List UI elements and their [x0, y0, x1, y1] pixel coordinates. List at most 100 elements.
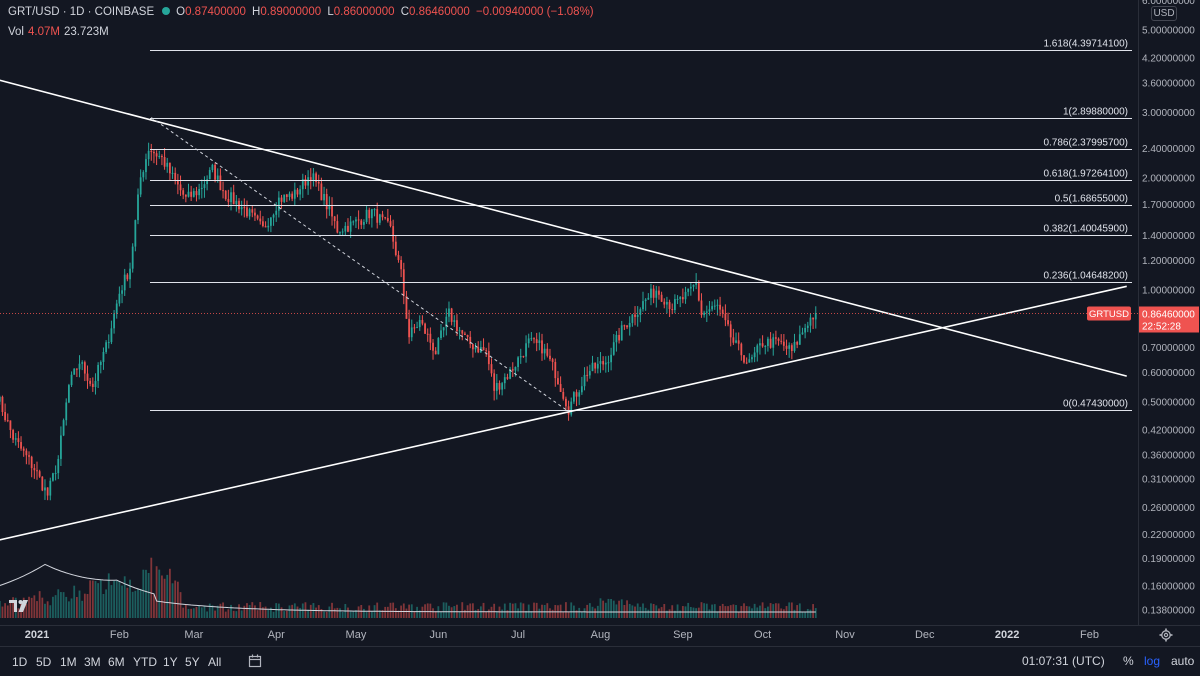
currency-select[interactable]: USD [1151, 6, 1177, 21]
candle-body [756, 345, 759, 353]
candle-body [464, 333, 466, 335]
range-5d-button[interactable]: 5D [36, 655, 52, 669]
trendline-ascending[interactable] [0, 285, 1127, 541]
candle-body [200, 187, 203, 190]
y-tick-label: 1.20000000 [1142, 256, 1195, 267]
volume-bar [131, 591, 134, 618]
candle-body [349, 221, 352, 232]
candle-body [721, 309, 724, 314]
volume-bar [259, 602, 262, 618]
range-all-button[interactable]: All [208, 655, 222, 669]
volume-bar [713, 604, 716, 618]
volume-bar [535, 602, 538, 618]
price-tag-symbol: GRTUSD [1089, 309, 1129, 320]
volume-bar [269, 607, 272, 618]
candle-body [724, 313, 727, 321]
candle-body [28, 455, 30, 457]
candle-body [525, 343, 527, 357]
candle-body [339, 232, 341, 234]
candle-body [400, 260, 403, 270]
bottom-toolbar: 1D 5D 1M 3M 6M YTD 1Y 5Y All [0, 646, 1200, 676]
x-tick-label: Nov [835, 629, 855, 641]
volume-bar [296, 606, 299, 618]
volume-bar [166, 574, 169, 618]
candle-body [676, 298, 679, 300]
volume-bar [705, 603, 708, 618]
volume-bar [793, 609, 796, 618]
candle-body [78, 363, 81, 370]
candle-body [376, 209, 379, 223]
volume-bar [458, 611, 461, 618]
volume-bar [559, 604, 562, 618]
range-1d-button[interactable]: 1D [12, 655, 28, 669]
tradingview-logo-icon[interactable] [8, 598, 30, 614]
volume-bar [81, 600, 84, 618]
candle-body [129, 268, 131, 280]
candle-body [341, 231, 344, 233]
volume-bar [129, 579, 131, 618]
volume-bar [107, 573, 110, 618]
candle-body [788, 345, 791, 349]
utc-clock[interactable]: 01:07:31 (UTC) [1022, 654, 1105, 668]
candle-body [208, 169, 211, 180]
volume-bar [549, 608, 551, 618]
volume-bar [168, 568, 171, 618]
volume-bar [62, 592, 65, 618]
volume-bar [812, 604, 815, 618]
candle-body [804, 327, 807, 333]
volume-bar [666, 610, 668, 618]
range-5y-button[interactable]: 5Y [185, 655, 200, 669]
volume-bar [788, 602, 791, 618]
candle-body [761, 343, 764, 347]
candle-body [711, 306, 714, 310]
candle-body [216, 175, 219, 180]
candle-body [639, 309, 642, 315]
range-3m-button[interactable]: 3M [84, 655, 101, 669]
candle-body [477, 347, 480, 353]
candle-body [519, 356, 522, 358]
volume-bar [506, 610, 509, 618]
volume-bar [264, 606, 267, 618]
volume-bar [121, 585, 123, 618]
percent-scale-toggle[interactable]: % [1123, 654, 1134, 668]
volume-bar [262, 607, 264, 618]
candle-body [94, 380, 97, 388]
candle-body [790, 345, 793, 351]
candle-body [716, 304, 719, 306]
candle-body [642, 301, 644, 310]
candle-body [280, 197, 283, 202]
price-tag-countdown: 22:52:28 [1142, 322, 1181, 333]
log-scale-toggle[interactable]: log [1144, 654, 1161, 668]
candle-body [514, 367, 517, 371]
candle-body [139, 177, 142, 195]
price-chart[interactable]: 1.618(4.39714100) 1(2.89880000) 0.786(2.37… [0, 0, 1200, 646]
volume-bar [647, 609, 650, 618]
settings-gear-icon[interactable] [1159, 628, 1173, 642]
candle-body [501, 383, 504, 390]
range-1m-button[interactable]: 1M [60, 655, 77, 669]
candle-body [668, 301, 671, 310]
candle-body [370, 209, 373, 219]
candle-body [631, 314, 634, 323]
range-1y-button[interactable]: 1Y [163, 655, 178, 669]
date-range-calendar-icon[interactable] [248, 654, 262, 668]
low-value: 0.86000000 [333, 6, 395, 18]
candle-body [336, 221, 339, 233]
volume-bar [75, 597, 78, 618]
auto-scale-toggle[interactable]: auto [1171, 654, 1195, 668]
trendline-descending[interactable] [0, 78, 1127, 377]
dashed-trendline[interactable] [151, 117, 569, 412]
symbol-title[interactable]: GRT/USD · 1D · COINBASE [8, 6, 155, 18]
volume-bar [798, 603, 801, 618]
range-ytd-button[interactable]: YTD [133, 655, 157, 669]
candle-body [743, 355, 745, 363]
candle-body [190, 191, 193, 197]
candle-body [365, 209, 368, 223]
candle-body [610, 354, 613, 363]
volume-bar [352, 611, 355, 618]
range-6m-button[interactable]: 6M [108, 655, 125, 669]
volume-bar [38, 591, 41, 618]
candle-body [591, 362, 594, 372]
candle-body [660, 294, 663, 302]
candle-body [174, 172, 177, 181]
